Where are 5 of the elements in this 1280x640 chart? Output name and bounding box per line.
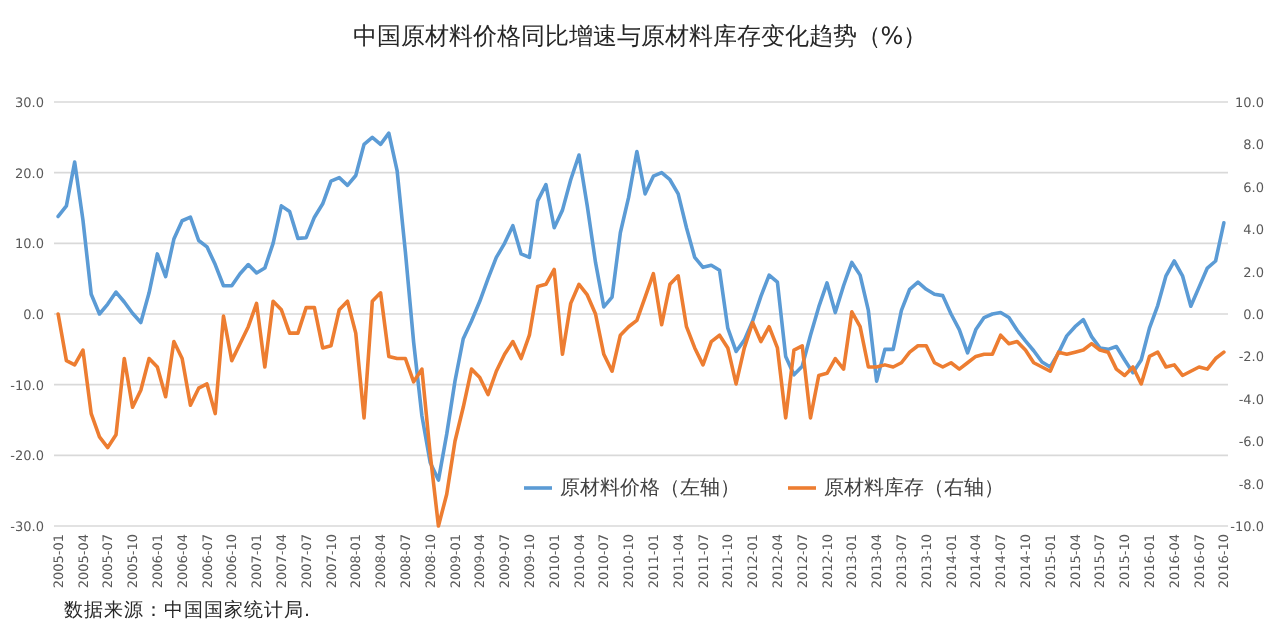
- legend-label: 原材料库存（右轴）: [824, 476, 1004, 500]
- chart-title: 中国原材料价格同比增速与原材料库存变化趋势（%）: [352, 22, 928, 50]
- line-series: [56, 267, 1226, 528]
- source-note: 数据来源：中国国家统计局.: [64, 598, 311, 622]
- legend-label: 原材料价格（左轴）: [560, 476, 740, 500]
